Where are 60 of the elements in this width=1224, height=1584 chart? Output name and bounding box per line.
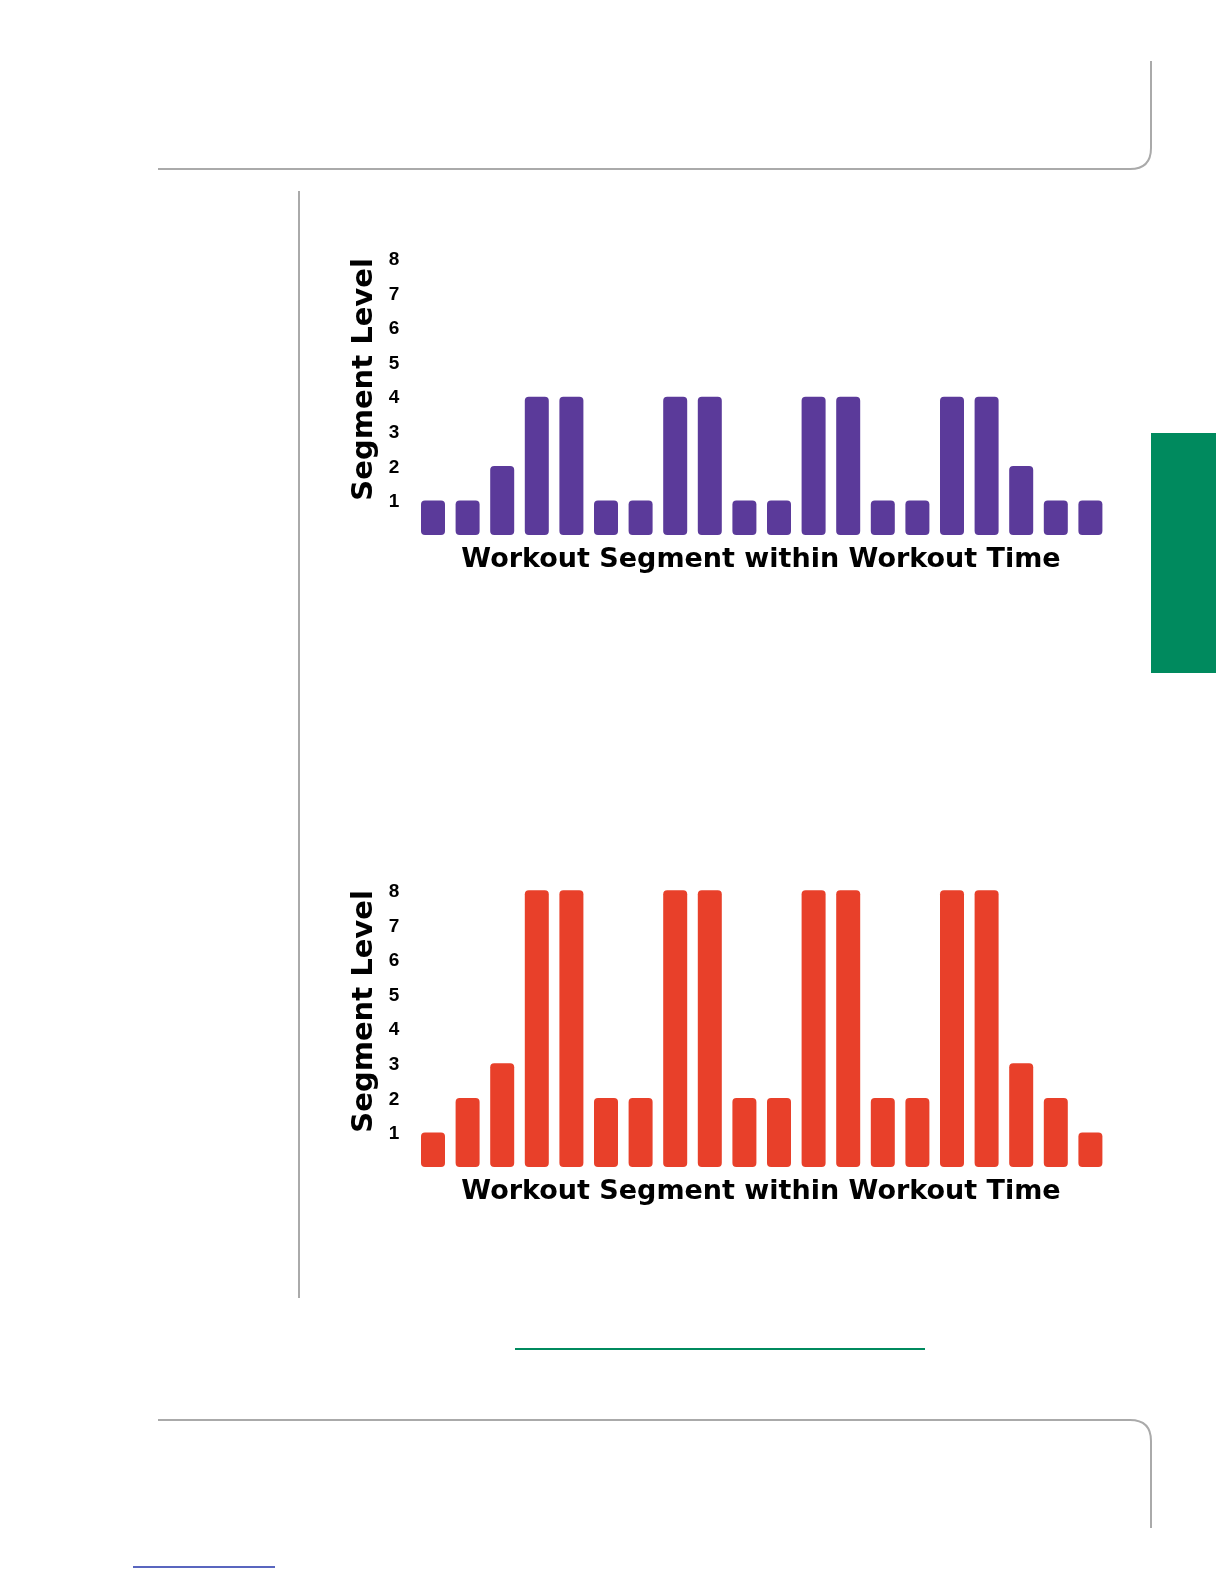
- bar: [905, 500, 930, 536]
- y-tick-label: 5: [388, 351, 400, 373]
- y-tick-label: 4: [388, 1018, 400, 1040]
- bar: [801, 396, 826, 536]
- bar: [974, 396, 999, 536]
- bar: [1009, 465, 1034, 536]
- y-tick-label: 6: [388, 317, 400, 339]
- y-tick-label: 4: [388, 386, 400, 408]
- y-tick-label: 3: [388, 1052, 400, 1074]
- bar: [455, 1097, 480, 1168]
- y-tick-label: 7: [388, 282, 400, 304]
- y-tick-label: 1: [388, 1122, 400, 1144]
- bar: [1078, 500, 1103, 536]
- bar: [663, 396, 688, 536]
- bar: [974, 890, 999, 1168]
- bar: [870, 500, 895, 536]
- bar: [559, 890, 584, 1168]
- bar: [801, 890, 826, 1168]
- bar: [663, 890, 688, 1168]
- bar: [490, 465, 515, 536]
- bar: [1078, 1132, 1103, 1168]
- bar: [697, 396, 722, 536]
- y-tick-label: 7: [388, 914, 400, 936]
- y-tick-label: 6: [388, 949, 400, 971]
- bar: [524, 396, 549, 536]
- y-tick-label: 5: [388, 983, 400, 1005]
- bar: [905, 1097, 930, 1168]
- bar: [1009, 1063, 1034, 1168]
- y-tick-label: 8: [388, 247, 400, 269]
- bar: [836, 890, 861, 1168]
- bar: [767, 1097, 791, 1168]
- bar: [1043, 1097, 1068, 1168]
- bar: [1043, 500, 1068, 536]
- bar: [421, 500, 445, 536]
- y-tick-label: 2: [388, 455, 400, 477]
- bar: [697, 890, 722, 1168]
- y-tick-label: 8: [388, 879, 400, 901]
- bar: [940, 890, 964, 1168]
- bar: [940, 396, 964, 536]
- bar: [732, 500, 757, 536]
- x-axis-title: Workout Segment within Workout Time: [461, 542, 1061, 574]
- bar: [421, 1132, 445, 1168]
- bar: [594, 500, 618, 536]
- y-tick-label: 3: [388, 420, 400, 442]
- y-tick-label: 1: [388, 490, 400, 512]
- bar: [628, 1097, 653, 1168]
- bar: [870, 1097, 895, 1168]
- x-axis-title: Workout Segment within Workout Time: [461, 1174, 1061, 1206]
- bar: [524, 890, 549, 1168]
- bar: [628, 500, 653, 536]
- bar: [490, 1063, 515, 1168]
- bar: [836, 396, 861, 536]
- bar: [559, 396, 584, 536]
- y-tick-label: 2: [388, 1087, 400, 1109]
- y-axis-title: Segment Level: [345, 258, 379, 501]
- bar: [455, 500, 480, 536]
- bar: [732, 1097, 757, 1168]
- y-axis-title: Segment Level: [345, 890, 379, 1133]
- bar: [594, 1097, 618, 1168]
- bar: [767, 500, 791, 536]
